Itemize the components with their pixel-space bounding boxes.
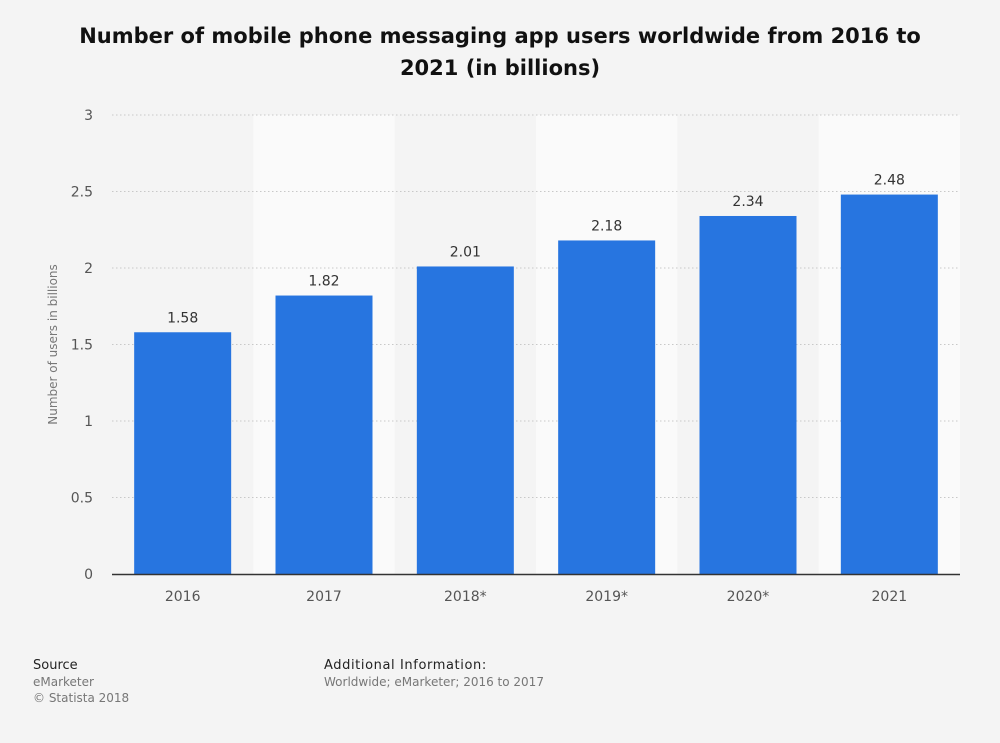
copyright-text: © Statista 2018 (33, 691, 130, 705)
data-label: 1.82 (308, 274, 339, 290)
source-name: eMarketer (33, 675, 94, 689)
bar-2016 (134, 332, 232, 574)
data-label: 1.58 (167, 310, 198, 326)
data-label: 2.18 (591, 218, 622, 234)
x-tick-label: 2017 (306, 589, 342, 605)
y-tick-label: 1 (84, 414, 93, 430)
bar-2019* (558, 240, 656, 574)
data-label: 2.34 (732, 194, 763, 210)
y-tick-label: 0 (84, 567, 93, 583)
bar-2018* (416, 266, 514, 574)
y-axis-label: Number of users in billions (46, 264, 60, 425)
additional-info-text: Worldwide; eMarketer; 2016 to 2017 (324, 675, 544, 689)
y-tick-label: 1.5 (71, 338, 93, 354)
source-block: Source eMarketer © Statista 2018 (33, 657, 129, 706)
x-tick-label: 2021 (872, 589, 908, 605)
bar-2020* (699, 215, 797, 575)
y-tick-label: 3 (84, 108, 93, 124)
bar-2017 (275, 295, 373, 574)
additional-info-heading: Additional Information: (324, 658, 487, 673)
data-label: 2.48 (874, 173, 905, 189)
x-tick-label: 2016 (165, 589, 201, 605)
data-label: 2.01 (450, 244, 481, 260)
x-tick-label: 2019* (585, 589, 628, 605)
y-tick-label: 2 (84, 261, 93, 277)
chart-title: Number of mobile phone messaging app use… (79, 24, 921, 80)
source-heading: Source (33, 658, 78, 673)
x-tick-label: 2020* (727, 589, 770, 605)
bar-chart: 0 0.5 1 1.5 2 2.5 3 1.58 2016 1.82 2017 2.01 2018* 2.… (46, 108, 960, 605)
x-tick-label: 2018* (444, 589, 487, 605)
additional-info-block: Additional Information: Worldwide; eMark… (324, 657, 544, 690)
y-tick-label: 2.5 (71, 185, 93, 201)
bar-2021 (840, 194, 938, 574)
y-tick-label: 0.5 (71, 491, 93, 507)
